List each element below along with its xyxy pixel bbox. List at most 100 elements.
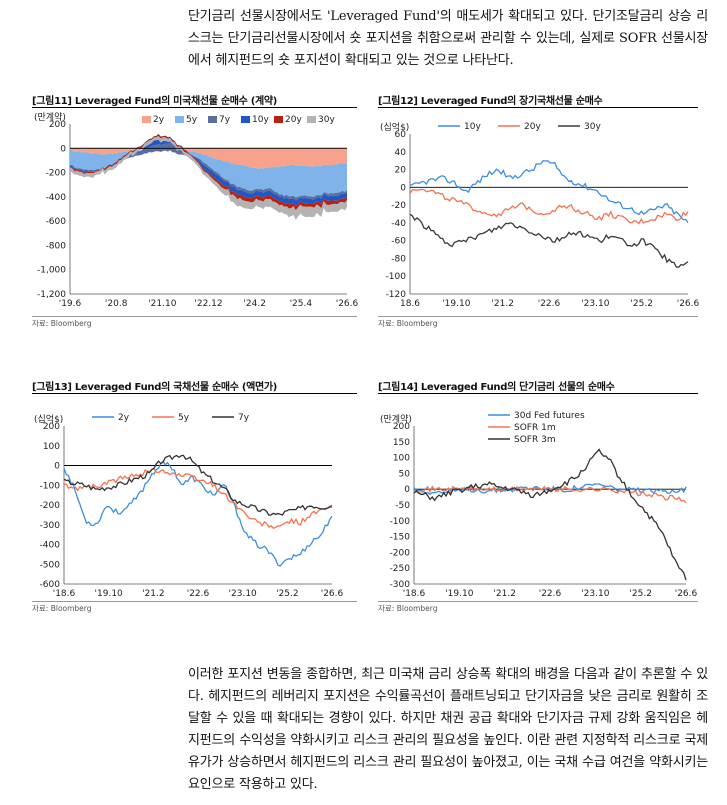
y-tick-label: -600 (46, 217, 67, 227)
legend-label: SOFR 3m (514, 435, 556, 445)
y-tick-label: -600 (40, 580, 61, 590)
x-tick-label: '22.12 (194, 299, 222, 309)
line-series-2y (63, 460, 333, 567)
figure-14-source-rule (378, 601, 698, 602)
figure-11-rule (32, 107, 357, 108)
x-tick-label: '26.6 (336, 299, 359, 309)
y-tick-label: -100 (386, 272, 407, 282)
figure-13-source: 자료: Bloomberg (32, 604, 92, 613)
area-series-5y (70, 148, 347, 198)
x-tick-label: '19.6 (59, 299, 82, 309)
y-tick-label: 150 (393, 438, 410, 448)
y-tick-label: 0 (54, 462, 60, 472)
figure-11-source: 자료: Bloomberg (32, 319, 92, 328)
x-tick-label: '26.6 (321, 589, 344, 599)
legend-label: 30y (584, 122, 601, 132)
figure-14-chart: (만계약)200 150 100 50 0 -50 -100 -150 -200 -250 -300… (380, 411, 698, 599)
top-paragraph: 단기금리 선물시장에서도 'Leveraged Fund'의 매도세가 확대되고… (188, 6, 708, 72)
figure-13-chart: (십억$)200 100 0 -100 -200 -300 -400 -500 -600'18.… (34, 413, 344, 599)
y-tick-label: -200 (46, 169, 67, 179)
legend-swatch (142, 116, 151, 123)
bottom-paragraph-text: 이러한 포지션 변동을 종합하면, 최근 미국채 금리 상승폭 확대의 배경을 … (188, 667, 708, 792)
x-tick-label: 18.6 (400, 299, 420, 309)
x-tick-label: '18.6 (403, 589, 426, 599)
legend-label: SOFR 1m (514, 423, 556, 433)
x-tick-label: '19.10 (95, 589, 124, 599)
line-series-5y (63, 467, 333, 530)
y-axis-unit: (십억$) (380, 121, 409, 133)
x-tick-label: '19.10 (442, 299, 471, 309)
legend-label: 7y (238, 413, 250, 423)
x-tick-label: '19.10 (445, 589, 474, 599)
figure-13-title: [그림13] Leveraged Fund의 국채선물 순매수 (액면가) (32, 382, 278, 393)
line-series-30y (409, 213, 689, 268)
figure-12-source-rule (378, 316, 698, 317)
x-tick-label: '25.2 (629, 589, 652, 599)
y-tick-label: -400 (40, 541, 61, 551)
figure-13-source-rule (32, 601, 357, 602)
area-series-2y (70, 148, 347, 170)
y-tick-label: 200 (43, 422, 60, 432)
legend-label: 30y (318, 115, 335, 125)
figure-14-rule (378, 393, 698, 394)
y-tick-label: 60 (395, 130, 407, 140)
x-tick-label: '25.2 (276, 589, 299, 599)
y-axis-unit: (만계약) (34, 111, 66, 123)
y-tick-label: -1,000 (37, 266, 66, 276)
y-tick-label: 40 (395, 148, 407, 158)
x-tick-label: '26.6 (675, 589, 698, 599)
figure-12-rule (378, 107, 698, 108)
y-tick-label: 0 (60, 144, 66, 154)
x-tick-label: '21.2 (491, 299, 514, 309)
y-tick-label: -80 (391, 254, 406, 264)
x-tick-label: '23.10 (229, 589, 258, 599)
y-tick-label: 20 (395, 166, 407, 176)
figure-13-rule (32, 393, 357, 394)
y-tick-label: -40 (391, 219, 406, 229)
y-tick-label: -400 (46, 193, 67, 203)
legend-label: 10y (464, 122, 481, 132)
legend-swatch (274, 116, 283, 123)
line-series-10y (409, 159, 689, 223)
y-tick-label: -300 (40, 521, 61, 531)
x-tick-label: '21.10 (148, 299, 177, 309)
legend-label: 2y (118, 413, 130, 423)
x-tick-label: '21.2 (493, 589, 516, 599)
legend-swatch (241, 116, 250, 123)
figure-14-title: [그림14] Leveraged Fund의 단기금리 선물의 순매수 (378, 382, 615, 393)
legend-swatch (208, 116, 217, 123)
figure-14-source: 자료: Bloomberg (378, 604, 438, 613)
x-tick-label: '24.2 (243, 299, 266, 309)
x-tick-label: '26.6 (677, 299, 700, 309)
y-tick-label: -100 (390, 517, 411, 527)
y-tick-label: 0 (400, 183, 406, 193)
y-tick-label: 0 (404, 485, 410, 495)
y-tick-label: -300 (390, 580, 411, 590)
legend-label: 5y (178, 413, 190, 423)
y-tick-label: -1,200 (37, 290, 66, 300)
y-tick-label: 200 (393, 422, 410, 432)
top-paragraph-text: 단기금리 선물시장에서도 'Leveraged Fund'의 매도세가 확대되고… (188, 9, 708, 68)
y-tick-label: -800 (46, 241, 67, 251)
x-tick-label: '22.6 (539, 589, 562, 599)
y-tick-label: -250 (390, 564, 411, 574)
y-tick-label: -200 (40, 501, 61, 511)
y-axis-unit: (만계약) (380, 413, 412, 425)
x-tick-label: '22.6 (538, 299, 561, 309)
legend-label: 2y (153, 115, 165, 125)
y-axis-unit: (십억$) (34, 413, 63, 425)
area-series-10y (70, 134, 347, 207)
area-series-20y (70, 134, 347, 211)
x-tick-label: '21.2 (142, 589, 165, 599)
legend-label: 10y (252, 115, 269, 125)
line-series-SOFR-1m (413, 485, 687, 504)
x-tick-label: '20.8 (105, 299, 128, 309)
y-tick-label: 100 (43, 442, 60, 452)
figure-11-title: [그림11] Leveraged Fund의 미국채선물 순매수 (계약) (32, 96, 278, 107)
x-tick-label: '23.10 (581, 589, 610, 599)
legend-swatch (175, 116, 184, 123)
figure-12-source: 자료: Bloomberg (378, 319, 438, 328)
y-tick-label: -500 (40, 560, 61, 570)
y-tick-label: -150 (390, 533, 411, 543)
y-tick-label: -100 (40, 481, 61, 491)
